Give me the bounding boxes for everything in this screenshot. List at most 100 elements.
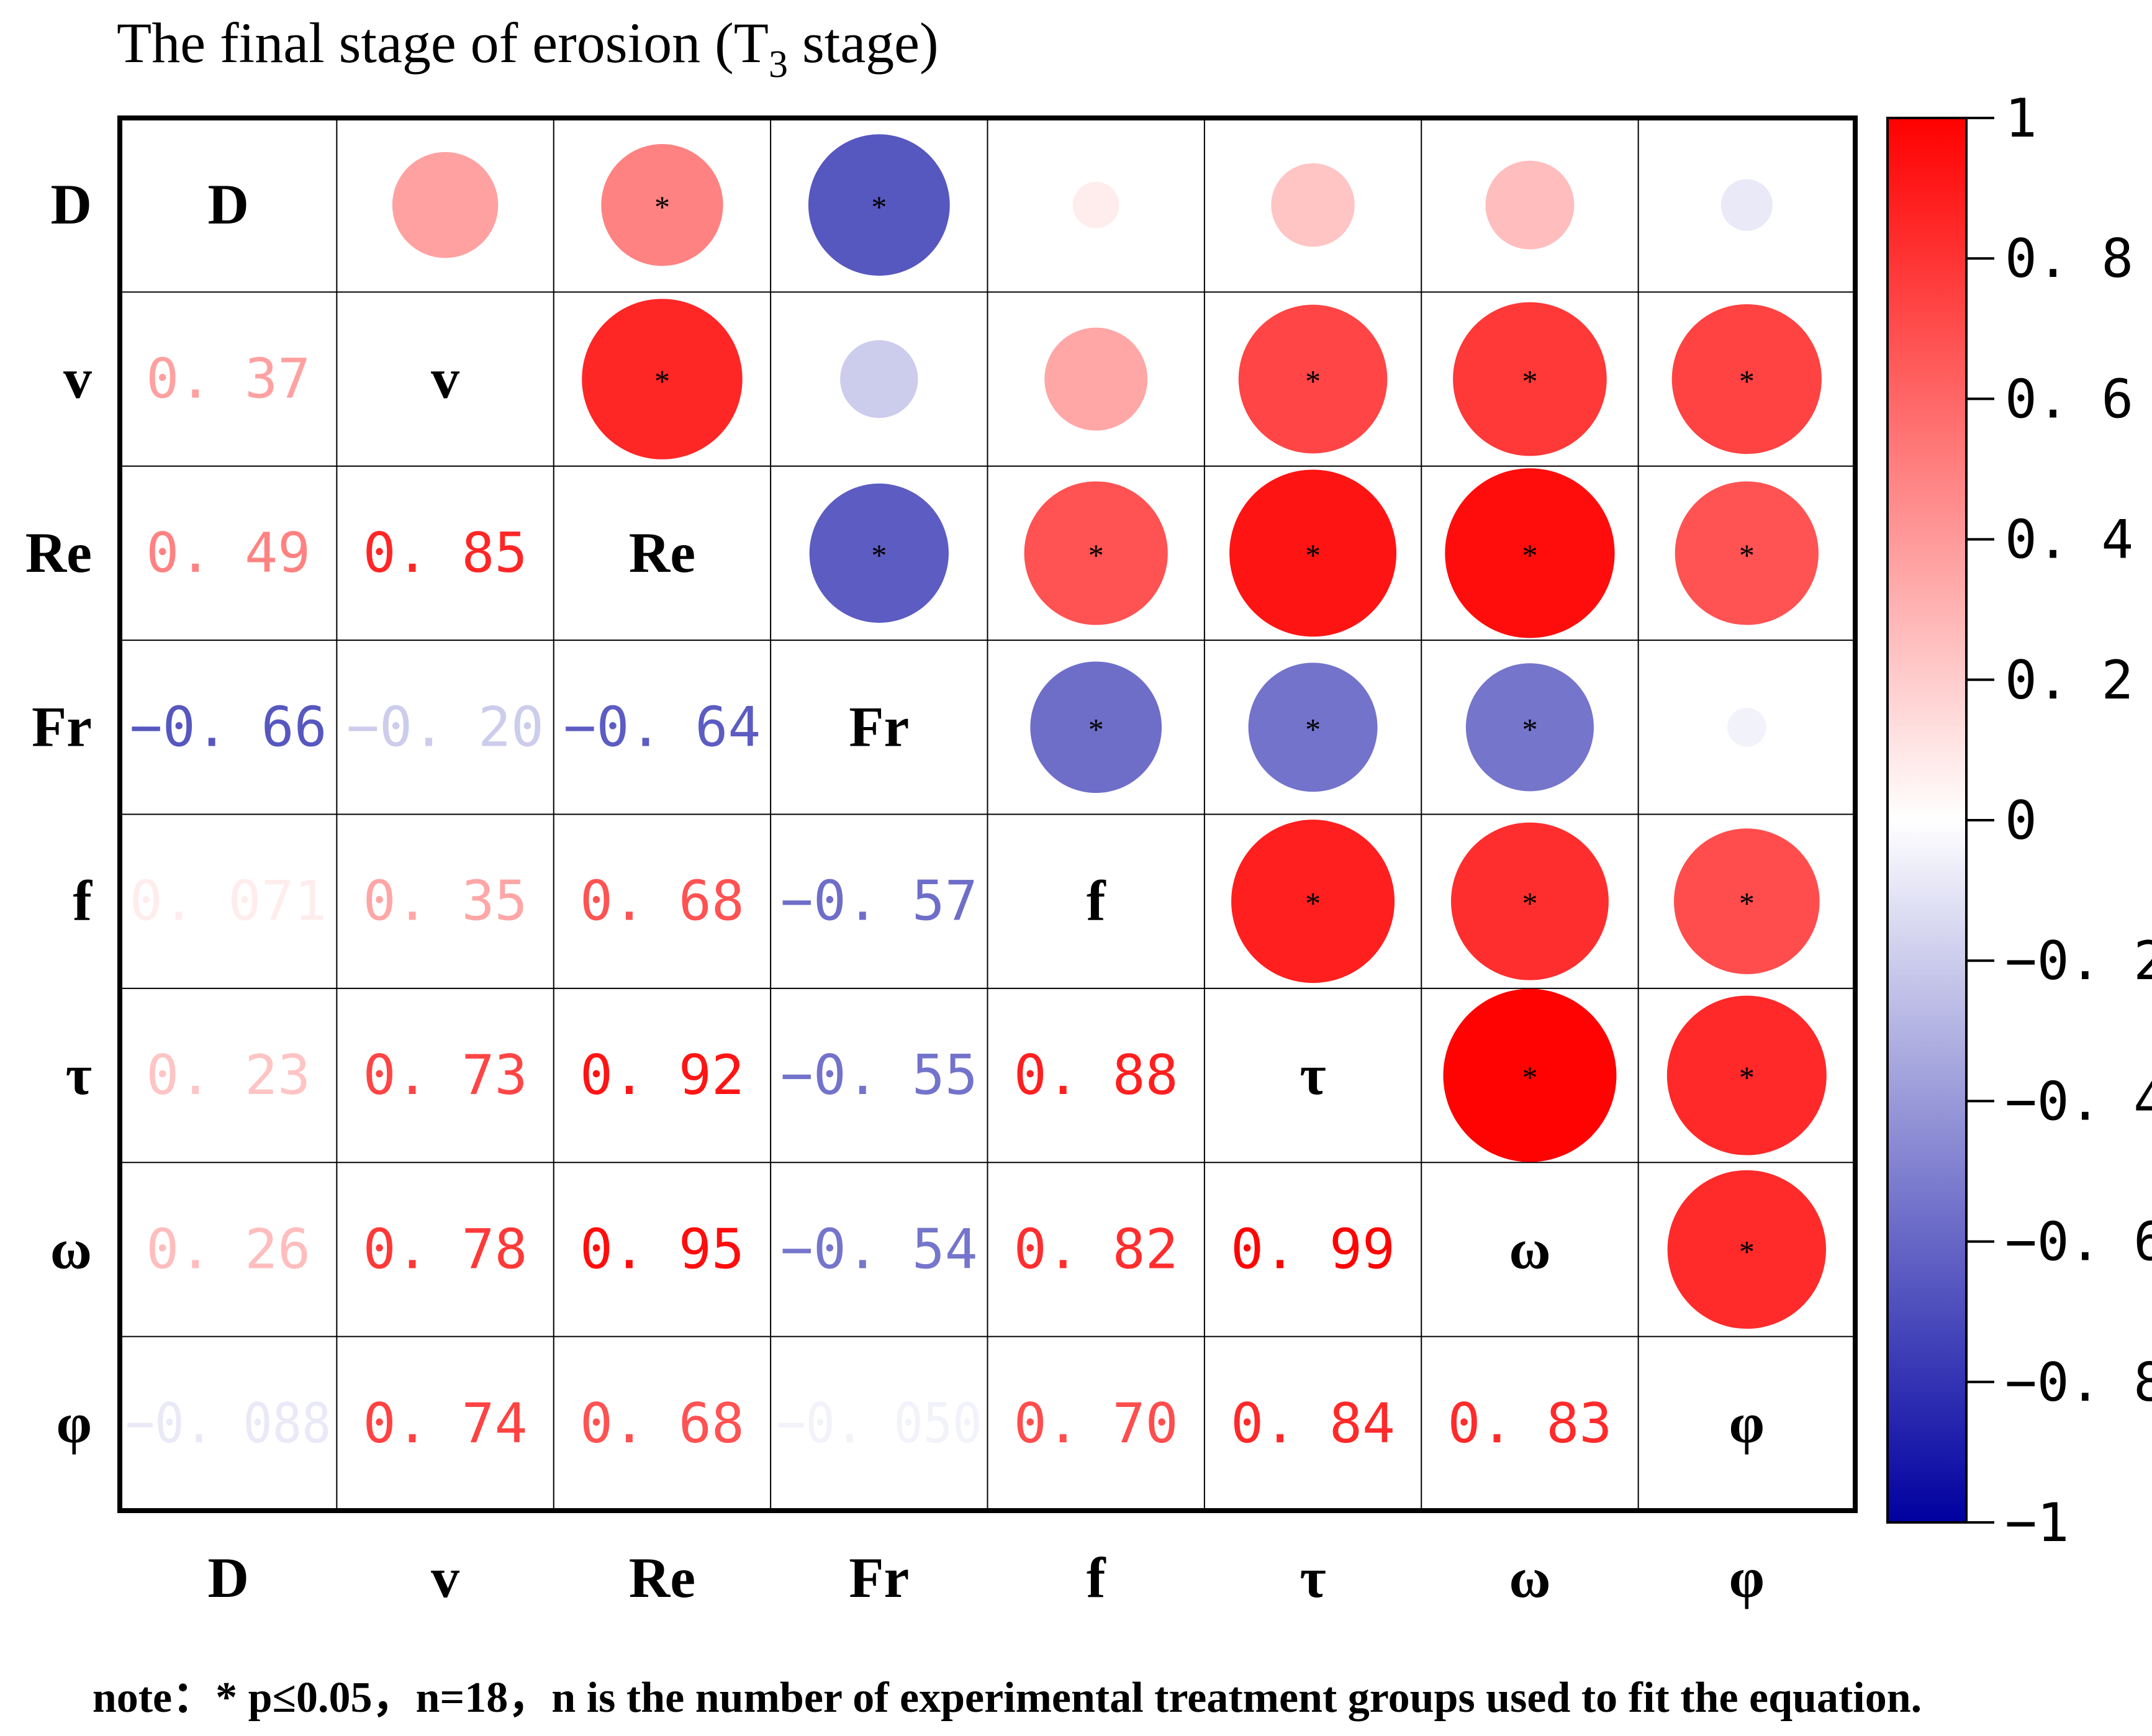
y-axis-label-2: v <box>63 347 92 410</box>
correlation-value-r8-c6: 0. 84 <box>1231 1391 1395 1455</box>
correlation-circle-r2-c7 <box>1453 302 1607 456</box>
y-axis-label-8: φ <box>57 1391 92 1455</box>
correlation-circle-r4-c8 <box>1727 707 1766 747</box>
correlation-circle-r1-c3 <box>601 144 723 266</box>
correlation-value-r6-c4: −0. 55 <box>780 1043 978 1107</box>
diagonal-label-3: Re <box>629 521 695 584</box>
correlation-value-r8-c1: −0. 088 <box>125 1391 331 1455</box>
significance-marker: * <box>1088 538 1104 572</box>
correlation-circle-r5-c8 <box>1674 828 1820 974</box>
significance-marker: * <box>871 189 887 224</box>
diagonal-label-5: f <box>1087 869 1106 933</box>
correlation-circle-r1-c5 <box>1072 181 1119 228</box>
correlation-value-r4-c2: −0. 20 <box>346 695 544 759</box>
colorbar-tick-label: 0 <box>2005 790 2037 852</box>
correlation-circle-r2-c3 <box>582 299 743 459</box>
colorbar-tick-label: −0. 2 <box>2005 930 2152 992</box>
colorbar: 1 0. 8 0. 6 0. 4 0. 2 0 −0. 2 −0. 4 −0. 6 −0. 8 −1 <box>1886 88 2152 1554</box>
x-axis-label-6: τ <box>1300 1546 1326 1609</box>
correlation-value-r6-c1: 0. 23 <box>146 1043 310 1107</box>
correlation-value-r7-c6: 0. 99 <box>1231 1217 1395 1281</box>
correlation-circle-r4-c6 <box>1248 662 1378 792</box>
correlation-circle-r5-c6 <box>1231 820 1395 983</box>
chart-title-suffix: stage) <box>788 11 939 75</box>
colorbar-tick-label: −0. 8 <box>2005 1352 2152 1414</box>
correlation-circle-r1-c8 <box>1720 179 1773 231</box>
correlation-circle-r2-c8 <box>1671 304 1822 454</box>
diagonal-label-4: Fr <box>849 695 909 758</box>
correlation-value-r5-c4: −0. 57 <box>780 869 978 933</box>
diagonal-label-8: φ <box>1729 1391 1765 1455</box>
colorbar-tick-label: 1 <box>2005 88 2037 150</box>
correlation-circle-r6-c7 <box>1443 988 1617 1162</box>
correlation-value-r3-c1: 0. 49 <box>146 521 310 585</box>
matrix-cells: D * * 0. 37 v * * * * 0. 49 0. 85 Re * * * * * −0. 66 −0. … <box>125 134 1827 1455</box>
axis-labels: D Dv v Re Re Fr Fr f f τ τ ω ω φ φ <box>25 173 1765 1609</box>
correlation-circle-r4-c7 <box>1465 663 1594 792</box>
matrix-grid <box>117 115 1858 1513</box>
correlation-value-r8-c5: 0. 70 <box>1014 1391 1178 1455</box>
correlation-value-r2-c1: 0. 37 <box>146 347 310 411</box>
y-axis-label-4: Fr <box>32 695 92 758</box>
x-axis-label-2: v <box>431 1546 459 1609</box>
correlation-circle-r1-c4 <box>808 134 950 276</box>
correlation-value-r7-c1: 0. 26 <box>146 1217 310 1281</box>
significance-marker: * <box>1522 1060 1537 1095</box>
correlation-value-r6-c3: 0. 92 <box>580 1043 744 1107</box>
significance-marker: * <box>654 364 670 399</box>
colorbar-tick-label: 0. 8 <box>2005 228 2133 290</box>
correlation-value-r4-c1: −0. 66 <box>130 695 327 759</box>
correlation-value-r6-c2: 0. 73 <box>363 1043 528 1107</box>
x-axis-label-3: Re <box>629 1546 695 1609</box>
colorbar-bar <box>1886 117 1968 1524</box>
correlation-circle-r3-c4 <box>809 483 949 623</box>
y-axis-label-1: D <box>51 173 92 236</box>
correlation-circle-r3-c6 <box>1229 469 1397 637</box>
correlation-value-r7-c4: −0. 54 <box>780 1217 978 1281</box>
correlation-value-r8-c4: −0. 050 <box>776 1391 982 1455</box>
significance-marker: * <box>1739 886 1755 921</box>
diagonal-label-2: v <box>431 347 459 410</box>
colorbar-tick-label: 0. 4 <box>2005 509 2133 571</box>
correlation-circle-r1-c7 <box>1485 160 1575 250</box>
correlation-circle-r1-c2 <box>392 151 499 258</box>
colorbar-tick-label: 0. 6 <box>2005 368 2133 430</box>
y-axis-label-7: ω <box>50 1217 92 1280</box>
significance-marker: * <box>654 189 670 224</box>
correlation-circle-r6-c8 <box>1666 995 1827 1155</box>
correlation-value-r5-c1: 0. 071 <box>130 869 327 933</box>
significance-marker: * <box>1522 712 1537 746</box>
matrix-border <box>117 115 1858 1513</box>
correlation-value-r8-c7: 0. 83 <box>1447 1391 1612 1455</box>
correlation-value-r4-c3: −0. 64 <box>563 695 761 759</box>
colorbar-tick-label: −1 <box>2005 1492 2069 1554</box>
y-axis-label-3: Re <box>25 521 92 584</box>
x-axis-label-4: Fr <box>849 1546 909 1609</box>
significance-marker: * <box>1522 886 1537 921</box>
x-axis-label-1: D <box>207 1546 248 1609</box>
x-axis-label-7: ω <box>1509 1546 1550 1609</box>
correlation-circle-r4-c5 <box>1030 661 1162 793</box>
correlation-circle-r7-c8 <box>1667 1170 1827 1329</box>
significance-marker: * <box>1739 364 1755 399</box>
chart-title-subscript: 3 <box>769 43 788 86</box>
correlation-circle-r2-c4 <box>840 340 918 418</box>
correlation-value-r7-c2: 0. 78 <box>363 1217 528 1281</box>
chart-title: The final stage of erosion (T3 stage) <box>117 11 939 86</box>
correlation-circle-r3-c5 <box>1024 481 1168 625</box>
diagonal-label-1: D <box>207 173 248 236</box>
correlation-circle-r3-c7 <box>1445 468 1615 638</box>
correlation-value-r5-c2: 0. 35 <box>363 869 528 933</box>
significance-marker: * <box>1739 1234 1755 1268</box>
correlation-value-r8-c2: 0. 74 <box>363 1391 528 1455</box>
correlation-value-r7-c5: 0. 82 <box>1014 1217 1178 1281</box>
diagonal-label-6: τ <box>1300 1043 1326 1106</box>
significance-marker: * <box>871 538 887 572</box>
significance-marker: * <box>1739 1060 1755 1095</box>
colorbar-tick-label: −0. 6 <box>2005 1211 2152 1273</box>
correlation-value-r6-c5: 0. 88 <box>1014 1043 1178 1107</box>
correlation-circle-r2-c5 <box>1044 327 1148 431</box>
correlation-circle-r3-c8 <box>1675 481 1819 625</box>
